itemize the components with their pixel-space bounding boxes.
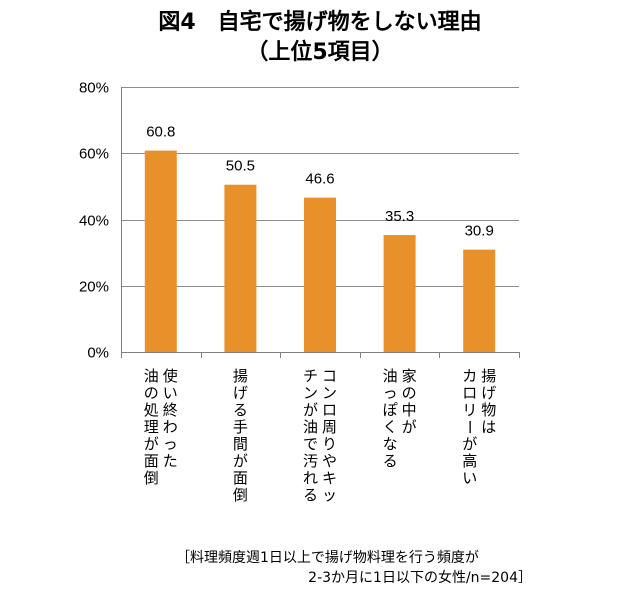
category-label-char: る (233, 401, 248, 419)
category-label-char: い (163, 384, 178, 402)
category-label-char: 終 (163, 401, 178, 419)
category-label-char: 高 (462, 452, 477, 470)
category-label-char: い (462, 469, 477, 487)
category-label-char: 中 (402, 401, 417, 419)
category-label-char: ぽ (383, 401, 398, 419)
category-label-char: 汚 (303, 452, 318, 470)
y-tick-label: 80% (79, 80, 109, 97)
category-label-char: 使 (163, 367, 178, 385)
category-label-char: 油 (144, 367, 159, 385)
category-label-char: 揚 (233, 367, 248, 385)
category-label-char: ロ (462, 384, 477, 402)
category-label-char: わ (163, 418, 178, 436)
category-label-char: 倒 (233, 486, 248, 504)
category-label-char: カ (462, 367, 477, 385)
y-tick-labels: 0% 20% 40% 60% 80% (79, 80, 109, 362)
category-label-char: っ (163, 435, 178, 453)
category-label-char: げ (233, 384, 248, 402)
chart-title-line2: （上位5項目） (246, 40, 394, 65)
bar (224, 184, 257, 352)
category-label-char: は (481, 418, 496, 436)
category-label-char: が (144, 435, 159, 453)
footnote-line2: 2-3か月に1日以下の女性/n=204］ (308, 570, 532, 586)
category-label-char: げ (481, 384, 496, 402)
bars (144, 150, 496, 352)
bar (304, 197, 336, 352)
category-label-char: キ (322, 469, 337, 487)
data-label: 50.5 (226, 158, 255, 175)
data-label: 35.3 (385, 208, 414, 225)
y-tick-label: 0% (87, 345, 109, 362)
category-label-char: る (383, 452, 398, 470)
category-label-char: ロ (322, 401, 337, 419)
category-label-char: る (303, 486, 318, 504)
data-label: 60.8 (146, 124, 175, 141)
category-label-char: が (233, 452, 248, 470)
axes (121, 87, 520, 358)
data-labels: 60.8 50.5 46.6 35.3 30.9 (146, 124, 494, 240)
category-label-char: チ (303, 367, 318, 385)
category-label-char: ン (303, 384, 318, 402)
category-label-char: コ (322, 367, 337, 385)
category-label-char: 油 (303, 418, 318, 436)
category-label-char: や (322, 452, 337, 470)
bar (383, 235, 416, 352)
y-tick-label: 40% (79, 213, 109, 230)
category-label-char: 家 (402, 367, 417, 385)
category-label-char: れ (303, 469, 318, 487)
footnote-line1: ［料理頻度週1日以上で揚げ物料理を行う頻度が (176, 550, 479, 566)
category-label-char: 手 (233, 418, 248, 436)
category-label-char: ン (322, 384, 337, 402)
category-label-char: 理 (144, 418, 159, 436)
category-label-char: 周 (322, 418, 337, 436)
bar (463, 249, 496, 352)
category-label-char: っ (383, 384, 398, 402)
category-label-char: 揚 (481, 367, 496, 385)
category-label-char: ー (461, 419, 479, 434)
category-label-char: で (303, 435, 318, 453)
category-label-char: の (144, 384, 159, 402)
data-label: 30.9 (465, 223, 494, 240)
category-label-char: の (402, 384, 417, 402)
y-tick-label: 20% (79, 279, 109, 296)
category-labels: 使い終わった油の処理が面倒揚げる手間が面倒コンロ周りやキッチンが油で汚れる家の中… (144, 367, 496, 504)
category-label-char: 処 (144, 401, 159, 419)
category-label-char: が (462, 435, 477, 453)
category-label-char: 物 (481, 401, 496, 419)
chart-title: 図4 自宅で揚げ物をしない理由 （上位5項目） (0, 8, 640, 68)
footnote: ［料理頻度週1日以上で揚げ物料理を行う頻度が 2-3か月に1日以下の女性/n=2… (176, 548, 532, 588)
category-label-char: 間 (233, 435, 248, 453)
bar (144, 150, 177, 352)
category-label-char: く (383, 418, 398, 436)
category-label-char: り (322, 435, 337, 453)
category-label-char: 面 (233, 469, 248, 487)
data-label: 46.6 (305, 171, 334, 188)
category-label-char: が (402, 418, 417, 436)
chart-title-line1: 図4 自宅で揚げ物をしない理由 (158, 10, 482, 35)
category-label-char: リ (462, 401, 477, 419)
category-label-char: な (383, 435, 398, 453)
category-label-char: 倒 (144, 469, 159, 487)
y-tick-label: 60% (79, 146, 109, 163)
category-label-char: た (163, 452, 178, 470)
category-label-char: 面 (144, 452, 159, 470)
category-label-char: が (303, 401, 318, 419)
category-label-char: 油 (383, 367, 398, 385)
category-label-char: ッ (322, 486, 337, 504)
